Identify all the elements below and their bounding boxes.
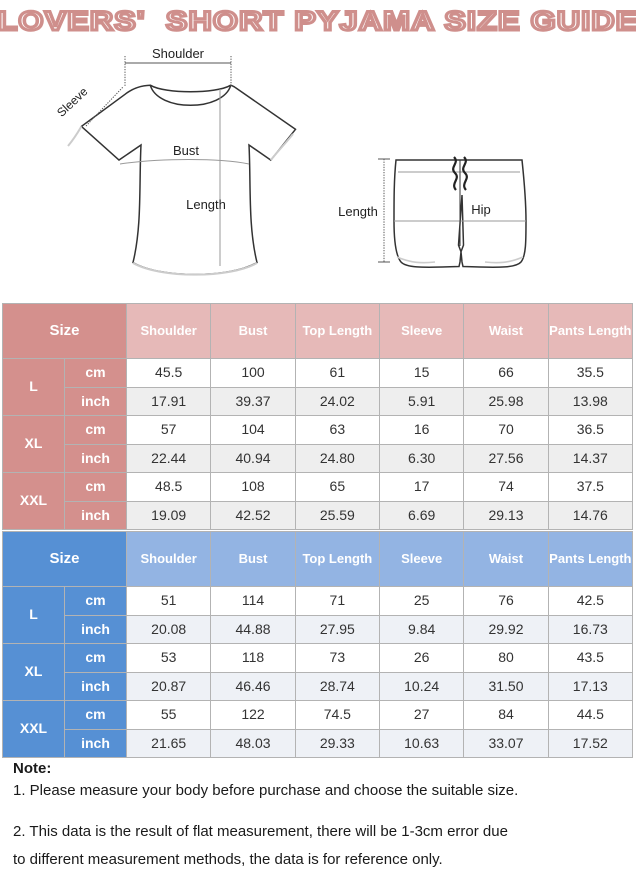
svg-text:Sleeve: Sleeve [54, 84, 91, 119]
svg-text:Length: Length [338, 204, 378, 219]
svg-text:Hip: Hip [471, 202, 491, 217]
svg-text:Length: Length [186, 197, 226, 212]
svg-text:Bust: Bust [173, 143, 199, 158]
svg-text:Shoulder: Shoulder [152, 46, 205, 61]
